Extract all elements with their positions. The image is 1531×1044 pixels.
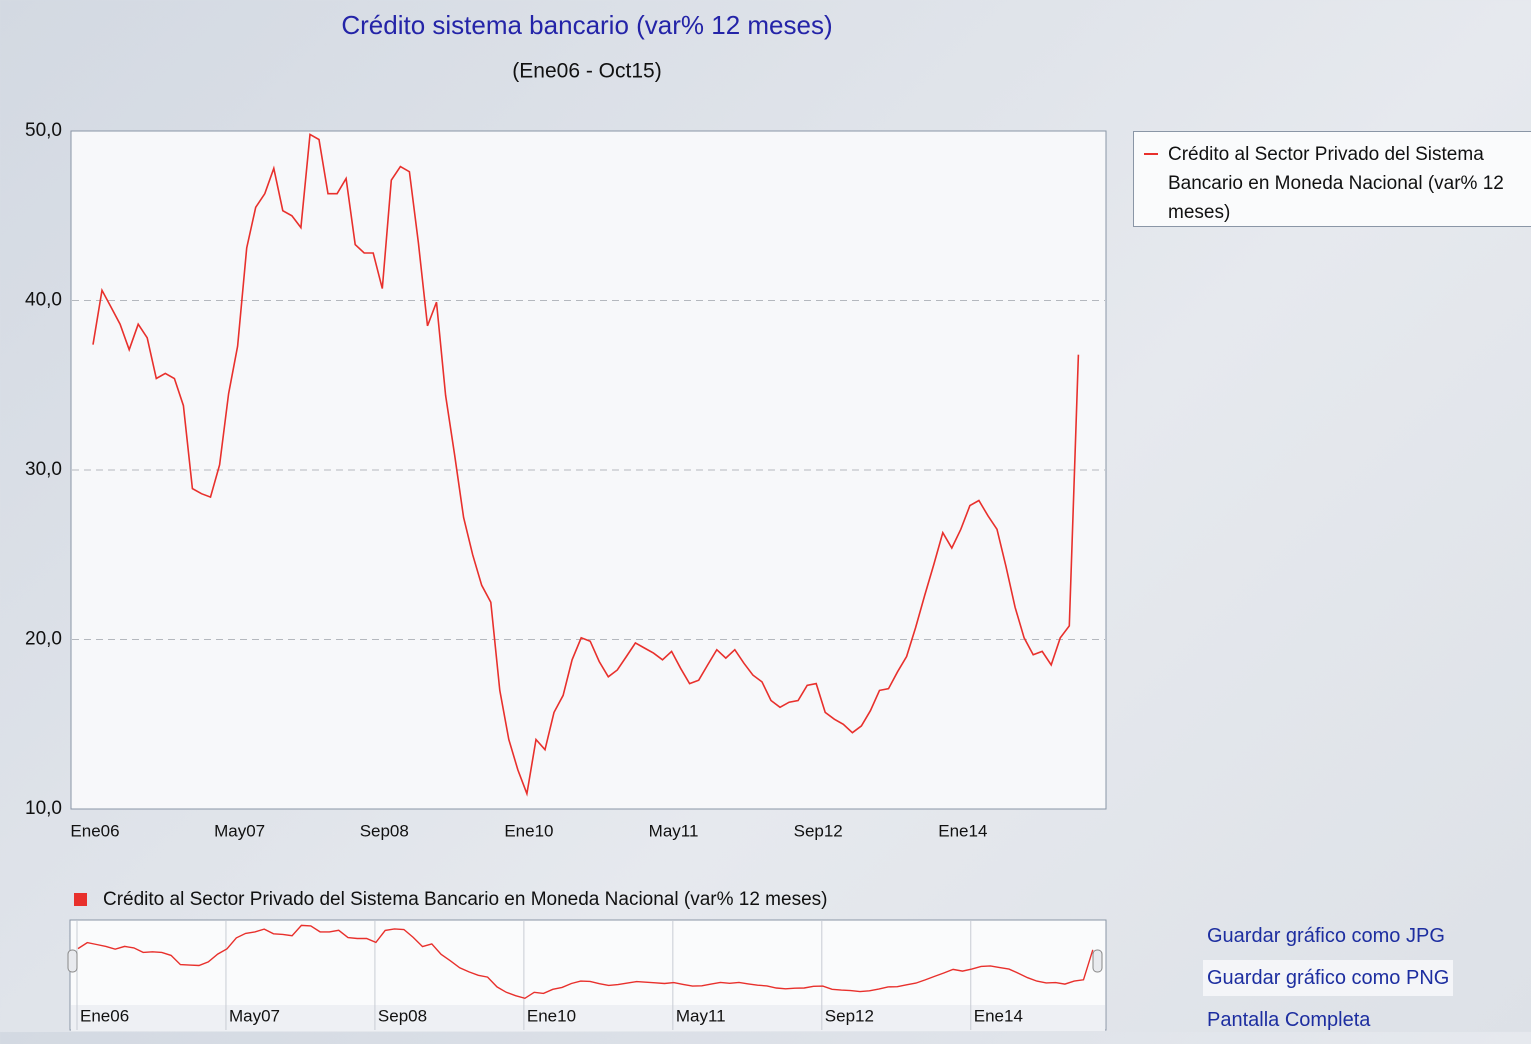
navigator-line: [77, 924, 1094, 1000]
chart-title: Crédito sistema bancario (var% 12 meses): [341, 10, 832, 40]
x-tick-label: Ene06: [70, 821, 119, 840]
y-tick-label: 20,0: [25, 629, 62, 650]
navigator-tick-label: Ene10: [527, 1006, 576, 1025]
x-tick-label: May11: [649, 821, 699, 840]
y-tick-label: 10,0: [25, 798, 62, 819]
save-png-link[interactable]: Guardar gráfico como PNG: [1203, 960, 1454, 996]
links: Guardar gráfico como JPG Guardar gráfico…: [1203, 918, 1454, 1044]
legend: Crédito al Sector Privado del Sistema Ba…: [1133, 131, 1531, 227]
x-tick-label: Sep08: [360, 821, 409, 840]
x-tick-label: Sep12: [794, 821, 843, 840]
navigator-tick-label: Sep08: [378, 1006, 427, 1025]
chart-subtitle: (Ene06 - Oct15): [512, 60, 661, 83]
fullscreen-link[interactable]: Pantalla Completa: [1207, 1009, 1371, 1031]
navigator-tick-label: May11: [676, 1006, 726, 1025]
navigator-axis-band: [71, 1005, 1105, 1031]
navigator-legend-label: Crédito al Sector Privado del Sistema Ba…: [103, 889, 827, 910]
x-tick-label: Ene14: [938, 821, 987, 840]
legend-label: Crédito al Sector Privado del Sistema Ba…: [1168, 144, 1504, 223]
x-tick-label: May07: [214, 821, 265, 840]
navigator-tick-label: May07: [229, 1006, 280, 1025]
x-tick-label: Ene10: [504, 821, 553, 840]
navigator-tick-label: Ene14: [974, 1006, 1023, 1025]
y-tick-label: 40,0: [25, 290, 62, 311]
navigator-legend-swatch: [74, 893, 87, 906]
y-tick-label: 50,0: [25, 120, 62, 141]
y-tick-label: 30,0: [25, 459, 62, 480]
navigator-handle: [67, 949, 78, 973]
legend-swatch: [1144, 153, 1158, 155]
navigator-tick-label: Sep12: [825, 1006, 874, 1025]
data-line: [92, 133, 1080, 797]
save-jpg-link[interactable]: Guardar gráfico como JPG: [1207, 925, 1445, 947]
navigator-handle: [1092, 949, 1103, 973]
navigator-tick-label: Ene06: [80, 1006, 129, 1025]
